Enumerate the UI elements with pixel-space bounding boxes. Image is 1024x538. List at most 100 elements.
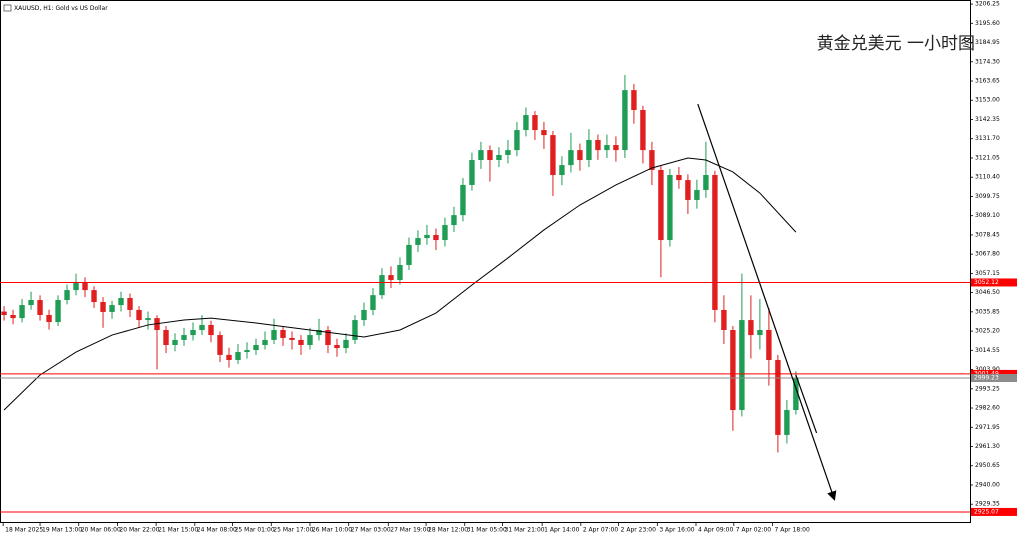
y-tick-label: 3035.85 xyxy=(975,308,1000,315)
x-tick-label: 2 Apr 07:00 xyxy=(583,527,618,534)
candle-body xyxy=(109,305,115,312)
x-tick-label: 25 Mar 17:00 xyxy=(273,527,313,534)
candle-body xyxy=(622,90,628,151)
candle-body xyxy=(487,150,493,161)
candle-body xyxy=(793,378,799,411)
candle-body xyxy=(739,320,745,411)
candle-body xyxy=(19,305,25,319)
candle-body xyxy=(505,150,511,155)
candle-body xyxy=(379,275,385,296)
candle-body xyxy=(523,115,529,131)
candle-body xyxy=(163,329,169,345)
y-tick-label: 3142.35 xyxy=(975,116,1000,123)
y-tick-label: 2929.35 xyxy=(975,501,1000,508)
x-tick-label: 28 Mar 12:00 xyxy=(428,527,468,534)
y-tick-label: 2961.30 xyxy=(975,443,1000,450)
candle-body xyxy=(370,295,376,310)
y-tick-label: 3206.25 xyxy=(975,1,1000,8)
x-tick-label: 18 Mar 2025 xyxy=(5,527,43,534)
y-tick-label: 2971.95 xyxy=(975,424,1000,431)
candle-body xyxy=(73,281,79,291)
candle-body xyxy=(784,410,790,435)
candle-body xyxy=(190,329,196,336)
price-tag xyxy=(971,369,1017,378)
candle-body xyxy=(676,175,682,181)
y-tick-label: 2940.00 xyxy=(975,481,1000,488)
price-tag-label: 2999.23 xyxy=(974,374,999,381)
candle-body xyxy=(217,335,223,355)
chart-title: XAUUSD, H1: Gold vs US Dollar xyxy=(14,5,108,12)
y-tick-label: 3195.60 xyxy=(975,20,1000,27)
candle-body xyxy=(172,339,178,345)
x-tick-label: 31 Mar 05:00 xyxy=(467,527,507,534)
price-tag-label: 3052.12 xyxy=(974,279,999,286)
candle-body xyxy=(397,264,403,280)
price-tag-label: 2925.07 xyxy=(974,508,999,515)
candle-body xyxy=(388,275,394,280)
candle-body xyxy=(361,309,367,321)
candle-body xyxy=(28,300,34,306)
candle-body xyxy=(325,329,331,345)
candle-body xyxy=(640,109,646,151)
candle-body xyxy=(1,311,7,316)
trendline xyxy=(795,374,818,434)
candle-body xyxy=(10,315,16,319)
x-tick-label: 24 Mar 08:00 xyxy=(197,527,237,534)
candle-body xyxy=(352,320,358,340)
x-tick-label: 20 Mar 06:00 xyxy=(81,527,121,534)
candle-body xyxy=(712,175,718,310)
y-tick-label: 3174.30 xyxy=(975,58,1000,65)
y-tick-label: 3046.50 xyxy=(975,289,1000,296)
y-tick-label: 3003.90 xyxy=(975,366,1000,373)
candle-body xyxy=(316,329,322,336)
candle-body xyxy=(496,154,502,161)
candle-body xyxy=(145,318,151,321)
candle-body xyxy=(307,335,313,345)
x-tick-label: 7 Apr 02:00 xyxy=(736,527,771,534)
moving-average xyxy=(3,157,797,411)
candle-body xyxy=(514,130,520,151)
candle-body xyxy=(289,337,295,340)
candle-body xyxy=(55,300,61,323)
candle-body xyxy=(262,339,268,345)
candle-body xyxy=(118,298,124,306)
y-tick-label: 3067.80 xyxy=(975,251,1000,258)
candle-body xyxy=(568,150,574,166)
x-tick-label: 3 Apr 16:00 xyxy=(659,527,694,534)
x-tick-label: 21 Mar 15:00 xyxy=(158,527,198,534)
candle-body xyxy=(253,344,259,351)
candle-body xyxy=(127,298,133,310)
candle-body xyxy=(559,165,565,176)
x-tick-label: 31 Mar 21:00 xyxy=(505,527,545,534)
y-tick-label: 2993.25 xyxy=(975,385,1000,392)
y-tick-label: 2950.65 xyxy=(975,462,1000,469)
y-tick-label: 3014.55 xyxy=(975,347,1000,354)
candle-body xyxy=(721,309,727,330)
candle-body xyxy=(91,290,97,303)
y-tick-label: 3025.20 xyxy=(975,328,1000,335)
x-tick-label: 26 Mar 10:00 xyxy=(312,527,352,534)
candle-body xyxy=(82,281,88,291)
candle-body xyxy=(766,329,772,360)
candle-body xyxy=(748,320,754,336)
x-tick-label: 2 Apr 23:00 xyxy=(621,527,656,534)
y-tick-label: 3163.65 xyxy=(975,78,1000,85)
candle-body xyxy=(208,324,214,336)
x-tick-label: 27 Mar 19:00 xyxy=(390,527,430,534)
candle-body xyxy=(181,335,187,340)
candle-body xyxy=(595,139,601,151)
candle-body xyxy=(460,184,466,216)
candle-body xyxy=(730,329,736,411)
candle-body xyxy=(415,238,421,245)
candle-body xyxy=(46,315,52,323)
candle-body xyxy=(649,150,655,170)
x-tick-label: 4 Apr 09:00 xyxy=(698,527,733,534)
price-tag xyxy=(971,373,1017,382)
plot-frame xyxy=(0,0,971,523)
candle-body xyxy=(244,350,250,353)
candle-body xyxy=(136,309,142,321)
chart-icon xyxy=(3,4,12,12)
candle-body xyxy=(424,234,430,239)
y-tick-label: 3110.40 xyxy=(975,174,1000,181)
